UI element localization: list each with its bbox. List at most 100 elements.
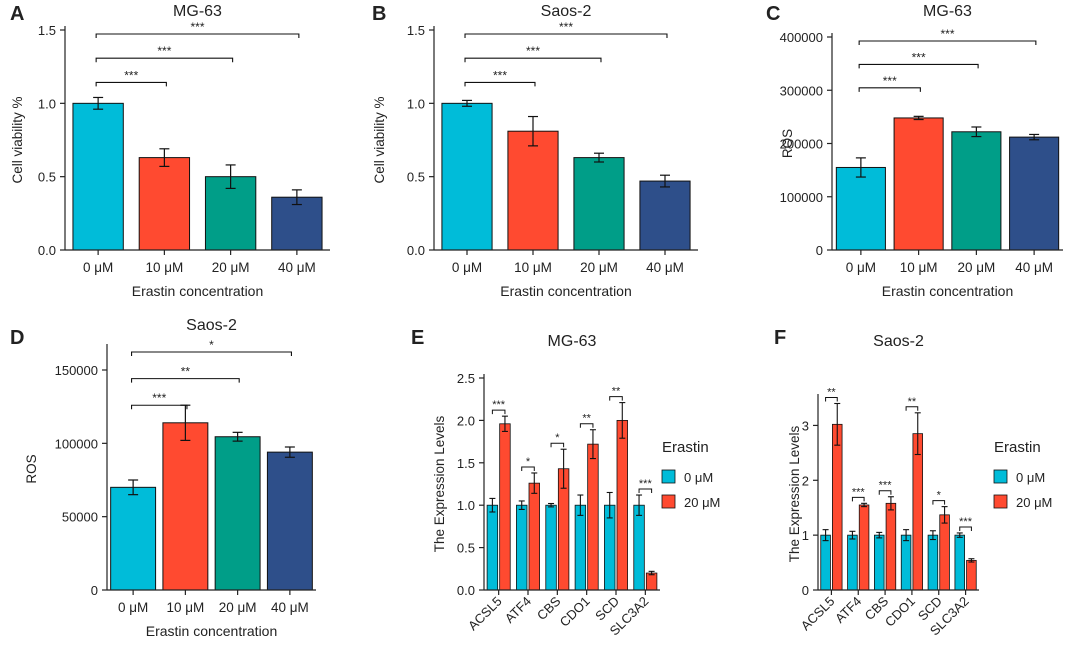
x-tick-label: ACSL5: [465, 594, 505, 634]
significance-bracket: [464, 33, 668, 38]
legend-swatch: [661, 469, 676, 484]
significance-label: *: [526, 456, 531, 468]
legend-label: 20 μM: [1016, 495, 1052, 510]
y-axis-label: Cell viability %: [10, 96, 25, 183]
significance-bracket: [858, 63, 979, 69]
y-tick-label: 1: [802, 528, 809, 543]
significance-label: ***: [559, 20, 573, 34]
y-tick-label: 0.5: [38, 170, 56, 185]
significance-bracket: [95, 81, 167, 87]
x-tick-label: 20 μM: [580, 260, 618, 275]
y-tick-label: 0: [802, 583, 809, 598]
significance-label: **: [908, 396, 917, 408]
x-tick-label: 10 μM: [166, 600, 204, 615]
x-tick-label: CDO1: [557, 594, 593, 630]
x-axis-label: Erastin concentration: [882, 283, 1014, 299]
y-axis-label: The Expression Levels: [787, 425, 802, 562]
y-tick-label: 100000: [780, 190, 823, 205]
significance-label: *: [209, 338, 214, 352]
significance-bracket: [550, 442, 565, 448]
x-axis-label: Erastin concentration: [146, 623, 278, 639]
y-tick-label: 400000: [780, 30, 823, 45]
bar: [832, 423, 843, 591]
bar: [966, 559, 977, 591]
bar: [162, 422, 209, 591]
legend-label: 20 μM: [684, 495, 720, 510]
legend-swatch: [993, 494, 1008, 509]
significance-bracket: [932, 500, 946, 505]
bar: [499, 423, 511, 591]
bar: [639, 180, 691, 251]
bar: [900, 534, 912, 591]
x-tick-label: 20 μM: [957, 260, 995, 275]
legend-swatch: [661, 494, 676, 509]
significance-label: ***: [157, 44, 171, 58]
bar: [939, 514, 950, 591]
bar: [587, 443, 599, 591]
significance-label: ***: [526, 44, 540, 58]
bar: [486, 504, 499, 591]
x-tick-label: 40 μM: [1015, 260, 1053, 275]
bar: [72, 102, 124, 251]
bar: [847, 534, 858, 591]
x-tick-label: 40 μM: [271, 600, 309, 615]
bar: [528, 482, 540, 591]
y-axis-label: The Expression Levels: [432, 415, 447, 552]
panel-letter: E: [411, 327, 424, 349]
y-tick-label: 1.5: [457, 456, 475, 471]
y-tick-label: 1.0: [38, 96, 56, 111]
legend-label: 0 μM: [1016, 470, 1045, 485]
significance-label: **: [827, 386, 836, 398]
significance-label: ***: [912, 50, 926, 64]
significance-bracket: [878, 490, 892, 495]
y-tick-label: 1.5: [407, 23, 425, 38]
significance-bracket: [464, 81, 536, 87]
bar: [835, 166, 886, 251]
bar: [927, 534, 939, 591]
significance-bracket: [131, 378, 240, 383]
y-tick-label: 2: [802, 473, 809, 488]
significance-label: **: [582, 413, 591, 425]
significance-bracket: [638, 488, 653, 494]
significance-bracket: [131, 351, 292, 356]
chart-title: Saos-2: [541, 3, 592, 20]
y-tick-label: 3: [802, 418, 809, 433]
bar: [266, 451, 313, 591]
significance-label: ***: [492, 399, 506, 411]
significance-bracket: [825, 396, 838, 402]
bar: [573, 157, 625, 251]
y-tick-label: 2.5: [457, 371, 475, 386]
bar: [507, 130, 559, 251]
bar: [912, 433, 923, 591]
y-tick-label: 50000: [62, 510, 98, 525]
bar: [516, 504, 528, 591]
significance-bracket: [95, 33, 300, 38]
chart-title: Saos-2: [186, 317, 237, 334]
chart-title: MG-63: [923, 3, 972, 20]
y-tick-label: 0.0: [407, 243, 425, 258]
significance-bracket: [609, 396, 623, 401]
bar: [874, 534, 885, 591]
significance-bracket: [858, 87, 921, 92]
bar: [1009, 136, 1060, 251]
x-tick-label: 20 μM: [219, 600, 257, 615]
significance-bracket: [905, 406, 919, 411]
bar: [204, 176, 257, 251]
y-tick-label: 2.0: [457, 413, 475, 428]
significance-bracket: [851, 496, 865, 502]
significance-label: ***: [959, 516, 973, 528]
legend-swatch: [993, 469, 1008, 484]
significance-label: ***: [940, 27, 954, 41]
significance-label: **: [181, 365, 191, 379]
y-tick-label: 0.5: [407, 170, 425, 185]
y-axis-label: Cell viability %: [372, 96, 387, 183]
significance-label: ***: [152, 391, 166, 405]
x-tick-label: 0 μM: [452, 260, 482, 275]
significance-label: **: [612, 386, 621, 398]
bar: [441, 102, 493, 251]
x-tick-label: CDO1: [882, 594, 918, 630]
significance-bracket: [521, 466, 535, 471]
significance-bracket: [959, 526, 972, 531]
bar: [954, 534, 965, 591]
significance-label: *: [937, 490, 942, 502]
